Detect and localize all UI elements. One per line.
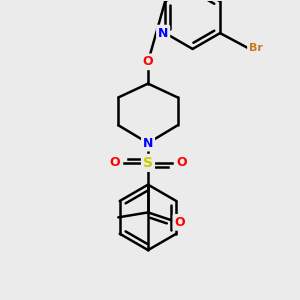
Text: N: N (143, 136, 153, 150)
Text: O: O (143, 55, 153, 68)
Text: O: O (109, 156, 120, 170)
Text: S: S (143, 156, 153, 170)
Text: Br: Br (249, 43, 263, 53)
Text: N: N (158, 27, 168, 40)
Text: O: O (176, 156, 187, 170)
Text: O: O (174, 216, 185, 229)
